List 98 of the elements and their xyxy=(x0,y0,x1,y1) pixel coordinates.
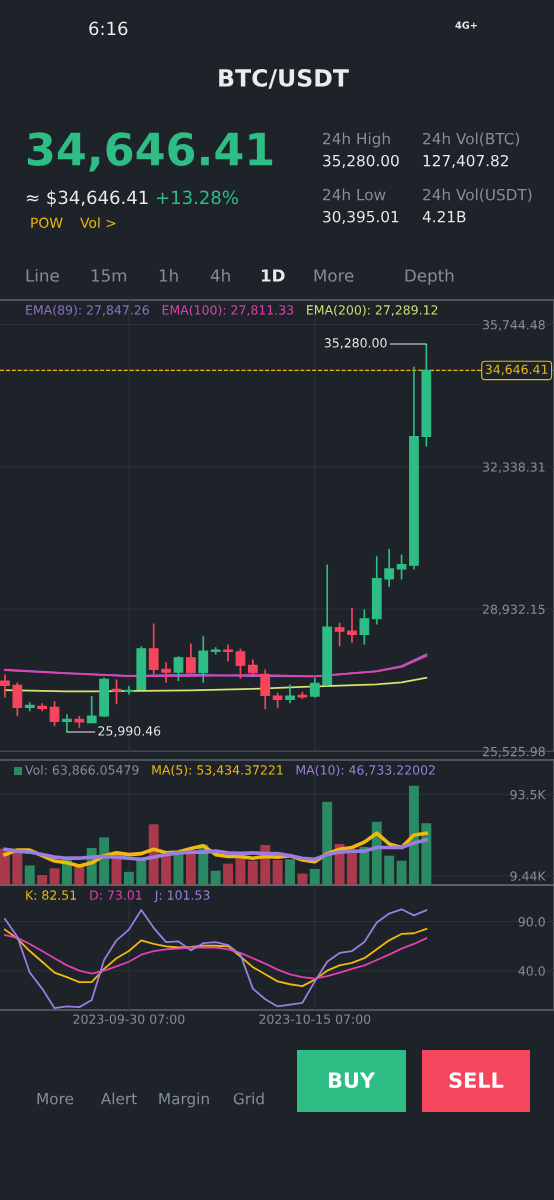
candlestick xyxy=(285,683,295,705)
bar xyxy=(285,859,295,885)
candlestick xyxy=(173,655,184,682)
text: Margin xyxy=(159,1092,209,1108)
candlestick xyxy=(334,621,345,648)
candlestick xyxy=(62,713,72,733)
line-series xyxy=(3,837,429,862)
candlestick xyxy=(223,643,233,662)
candlestick xyxy=(235,647,246,680)
y-tick-label: 25,525.98 xyxy=(482,746,545,758)
candlestick xyxy=(198,635,209,684)
bar xyxy=(185,852,196,885)
candlestick xyxy=(86,695,97,725)
bar xyxy=(161,853,172,885)
text: 1D xyxy=(261,269,285,282)
bar xyxy=(322,801,333,885)
candlestick xyxy=(384,548,395,588)
line-series xyxy=(4,676,428,693)
candlestick xyxy=(347,606,357,644)
candlestick xyxy=(161,661,171,684)
text: 4h xyxy=(210,268,230,282)
text: BUY xyxy=(328,1072,376,1089)
bar xyxy=(309,868,320,885)
text: 34,646.41 xyxy=(27,132,273,172)
x-tick-label: 2023-10-15 07:00 xyxy=(259,1014,371,1024)
text: EMA(100): 27,811.33 xyxy=(162,304,294,317)
legend-label: Vol: 63,866.05479 xyxy=(25,764,139,776)
bar xyxy=(347,852,357,885)
text: ≈ $34,646.41 xyxy=(26,190,148,207)
bar xyxy=(210,870,221,885)
y-tick-label: 90.0 xyxy=(518,917,545,927)
text: More xyxy=(314,269,354,282)
text: EMA(89): 27,847.26 xyxy=(26,304,149,317)
annotation: 35,280.00 xyxy=(324,338,387,349)
candlestick xyxy=(111,678,122,706)
text: Depth xyxy=(405,268,454,286)
y-tick-label: 28,932.15 xyxy=(482,604,545,616)
text: 24h High xyxy=(323,132,390,148)
text: 24h Vol(USDT) xyxy=(423,188,532,203)
candlestick xyxy=(49,700,60,728)
text: +13.28% xyxy=(156,190,238,205)
candlestick xyxy=(396,553,407,581)
line-series xyxy=(4,928,428,988)
annotation: 25,990.46 xyxy=(98,726,161,737)
text: More xyxy=(37,1093,74,1105)
bar xyxy=(223,863,233,885)
x-tick-label: 2023-09-30 07:00 xyxy=(73,1014,185,1024)
text: 127,407.82 xyxy=(423,154,508,168)
candlestick xyxy=(185,642,196,675)
text: Vol > xyxy=(80,217,116,229)
bar xyxy=(99,837,110,885)
text: 35,280.00 xyxy=(323,154,399,168)
candlestick xyxy=(12,681,23,718)
text: SELL xyxy=(449,1072,504,1089)
candlestick xyxy=(309,676,320,699)
candlestick xyxy=(148,622,159,676)
y-tick-label: 32,338.31 xyxy=(483,462,545,474)
candlestick xyxy=(359,608,370,646)
text: 24h Low xyxy=(323,188,386,201)
bar xyxy=(396,860,407,885)
ref-line-label: 34,646.41 xyxy=(485,364,548,376)
candlestick xyxy=(0,673,10,699)
y-tick-label: 40.0 xyxy=(518,966,545,976)
text: K: 82.51 xyxy=(26,890,77,900)
y-tick-label: 35,744.48 xyxy=(483,320,545,331)
bar xyxy=(384,855,395,885)
text: MA(5): 53,434.37221 xyxy=(152,764,283,777)
text: 30,395.01 xyxy=(323,210,399,224)
bar xyxy=(247,860,258,885)
text: 1h xyxy=(159,268,178,282)
bar xyxy=(49,868,60,885)
text: Grid xyxy=(233,1092,264,1105)
line-series xyxy=(4,934,428,980)
text: 4.21B xyxy=(422,210,466,223)
text: Alert xyxy=(100,1092,137,1105)
bar xyxy=(37,875,48,885)
bar xyxy=(24,865,35,885)
text: 24h Vol(BTC) xyxy=(423,132,520,147)
text: 15m xyxy=(91,269,127,282)
text: D: 73.01 xyxy=(90,890,142,900)
line-series xyxy=(4,908,428,1010)
y-tick-label: 9.44K xyxy=(510,871,546,881)
bar xyxy=(421,823,432,885)
bar xyxy=(74,866,85,885)
candlestick xyxy=(260,668,271,711)
y-tick-label: 93.5K xyxy=(510,789,546,800)
bar xyxy=(297,873,308,885)
series-label: J: 101.53 xyxy=(154,890,210,903)
bar xyxy=(123,871,134,885)
text: BTC/USDT xyxy=(219,68,349,89)
text: EMA(200): 27,289.12 xyxy=(307,304,438,317)
text: 4G+ xyxy=(455,21,477,29)
bar xyxy=(272,860,283,885)
text: POW xyxy=(31,217,63,229)
text: MA(10): 46,733.22002 xyxy=(296,764,435,777)
text: 6:16 xyxy=(89,21,128,36)
text: Line xyxy=(26,268,59,282)
bar xyxy=(408,785,419,885)
